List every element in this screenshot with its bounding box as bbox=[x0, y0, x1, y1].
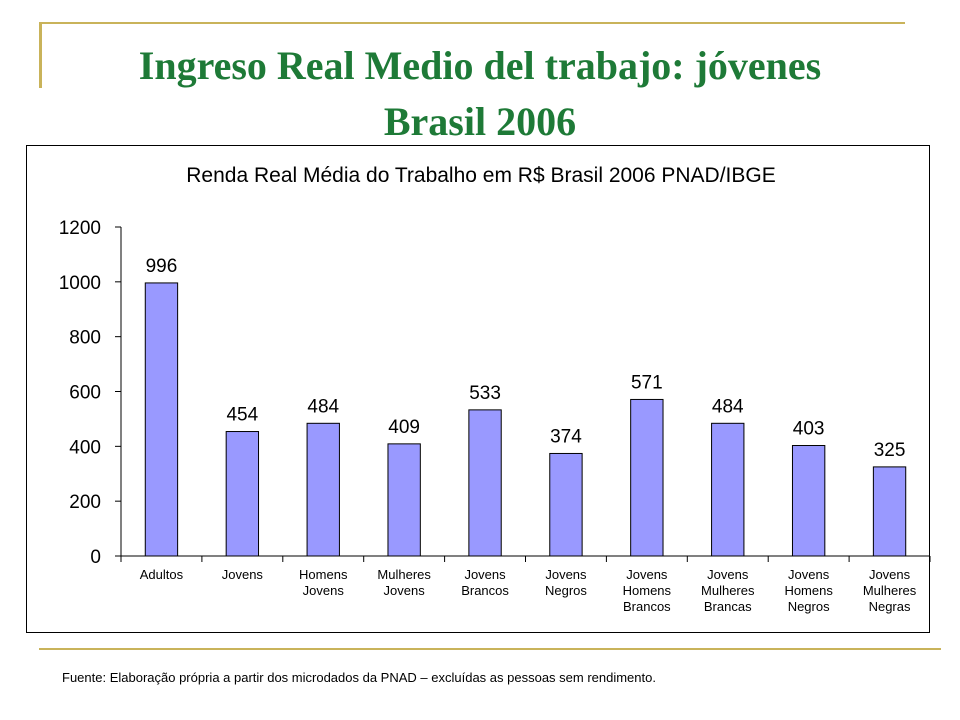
slide-title-line-1: Ingreso Real Medio del trabajo: jóvenes bbox=[138, 43, 822, 88]
bar bbox=[387, 443, 421, 557]
x-tick-label: Adultos bbox=[140, 567, 184, 582]
chart-container: Renda Real Média do Trabalho em R$ Brasi… bbox=[26, 145, 931, 633]
bar-value-label: 533 bbox=[469, 383, 501, 404]
x-tick-label: Jovens bbox=[222, 567, 264, 582]
x-tick-label: Homens Jovens bbox=[299, 567, 348, 598]
x-tick-label: Jovens Homens Brancos bbox=[623, 567, 672, 614]
y-tick-label: 0 bbox=[90, 547, 101, 568]
y-tick-label: 400 bbox=[69, 437, 101, 458]
decorative-top-rule bbox=[39, 22, 905, 24]
decorative-vertical-rule bbox=[39, 22, 42, 88]
bar-value-label: 403 bbox=[793, 419, 825, 440]
bar-value-label: 571 bbox=[631, 372, 663, 393]
bar bbox=[549, 452, 583, 557]
chart-y-tick-labels: 0 200 400 600 800 1000 1200 bbox=[59, 218, 101, 568]
bar-value-label: 454 bbox=[226, 405, 258, 426]
x-tick-label: Jovens Brancos bbox=[461, 567, 509, 598]
y-tick-label: 1000 bbox=[59, 273, 101, 294]
y-tick-label: 200 bbox=[69, 492, 101, 513]
bar bbox=[225, 431, 260, 557]
y-tick-label: 600 bbox=[69, 383, 101, 404]
x-tick-label: Mulheres Jovens bbox=[377, 567, 431, 598]
bar-value-label: 484 bbox=[307, 396, 339, 417]
x-tick-label: Jovens Homens Negros bbox=[784, 567, 833, 614]
bar-value-label: 996 bbox=[146, 256, 178, 277]
bar bbox=[144, 282, 179, 557]
bar-value-label: 325 bbox=[874, 440, 906, 461]
chart-title: Renda Real Média do Trabalho em R$ Brasi… bbox=[186, 164, 775, 187]
bar bbox=[306, 422, 340, 557]
bar bbox=[711, 422, 745, 557]
bar bbox=[872, 466, 907, 557]
bar bbox=[630, 398, 664, 557]
decorative-bottom-rule bbox=[39, 648, 941, 650]
x-tick-label: Jovens Negros bbox=[545, 567, 587, 598]
bar-value-label: 409 bbox=[388, 417, 420, 438]
bar bbox=[468, 409, 502, 557]
x-tick-label: Jovens Mulheres Brancas bbox=[701, 567, 755, 614]
source-note: Fuente: Elaboração própria a partir dos … bbox=[62, 670, 656, 685]
bar-value-label: 374 bbox=[550, 426, 582, 447]
y-tick-label: 1200 bbox=[59, 218, 101, 239]
x-tick-label: Jovens Mulheres Negras bbox=[863, 567, 917, 614]
y-tick-label: 800 bbox=[69, 328, 101, 349]
chart-bars bbox=[144, 282, 907, 557]
bar-chart: Renda Real Média do Trabalho em R$ Brasi… bbox=[59, 164, 931, 614]
bar bbox=[791, 445, 826, 557]
chart-x-tick-labels: Adultos Jovens Homens Jovens Mulheres Jovens J… bbox=[140, 567, 917, 614]
slide-title-line-2: Brasil 2006 bbox=[383, 99, 577, 144]
bar-value-label: 484 bbox=[712, 396, 744, 417]
slide-title: Ingreso Real Medio del trabajo: jóvenes … bbox=[40, 38, 920, 150]
chart-data-labels: 996 454 484 409 533 374 571 484 403 325 bbox=[146, 256, 906, 461]
